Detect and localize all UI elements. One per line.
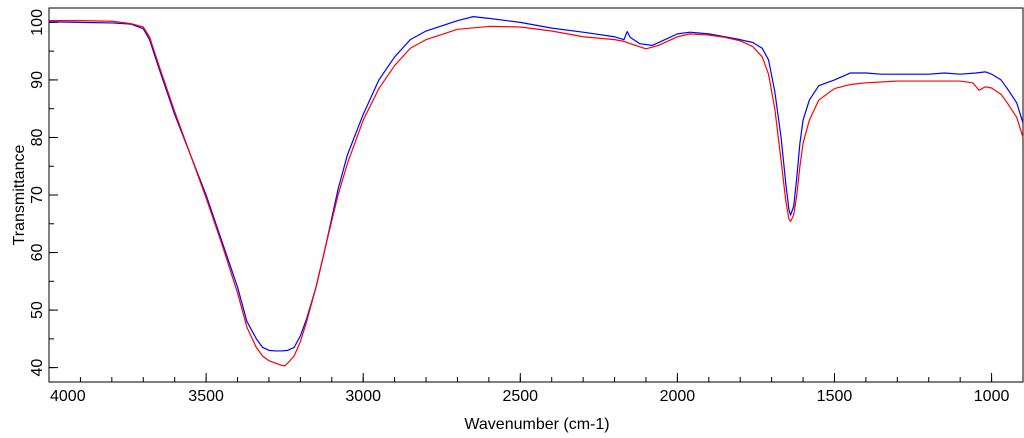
axis-ticks: 4000 3500 3000 2500 2000 1500 1000 40 50 60 70 80 90… [29, 9, 1024, 405]
x-tick-label: 4000 [50, 388, 86, 405]
x-axis-title: Wavenumber (cm-1) [464, 416, 609, 433]
y-tick-label: 90 [29, 71, 46, 89]
y-axis-title: Transmittance [11, 145, 28, 246]
plot-frame [48, 7, 1024, 383]
spectrum-line-blue [48, 16, 1024, 352]
y-tick-label: 50 [29, 301, 46, 319]
x-tick-label: 1000 [974, 388, 1010, 405]
series-layer [48, 16, 1024, 367]
y-tick-label: 100 [29, 9, 46, 36]
x-tick-label: 3000 [345, 388, 381, 405]
x-tick-label: 1500 [817, 388, 853, 405]
spectrum-line-red [49, 20, 1024, 367]
x-tick-label: 3500 [188, 388, 224, 405]
y-tick-label: 60 [29, 244, 46, 262]
y-tick-label: 80 [29, 128, 46, 146]
y-tick-label: 40 [29, 359, 46, 377]
x-tick-label: 2500 [502, 388, 538, 405]
x-tick-label: 2000 [660, 388, 696, 405]
y-tick-label: 70 [29, 186, 46, 204]
